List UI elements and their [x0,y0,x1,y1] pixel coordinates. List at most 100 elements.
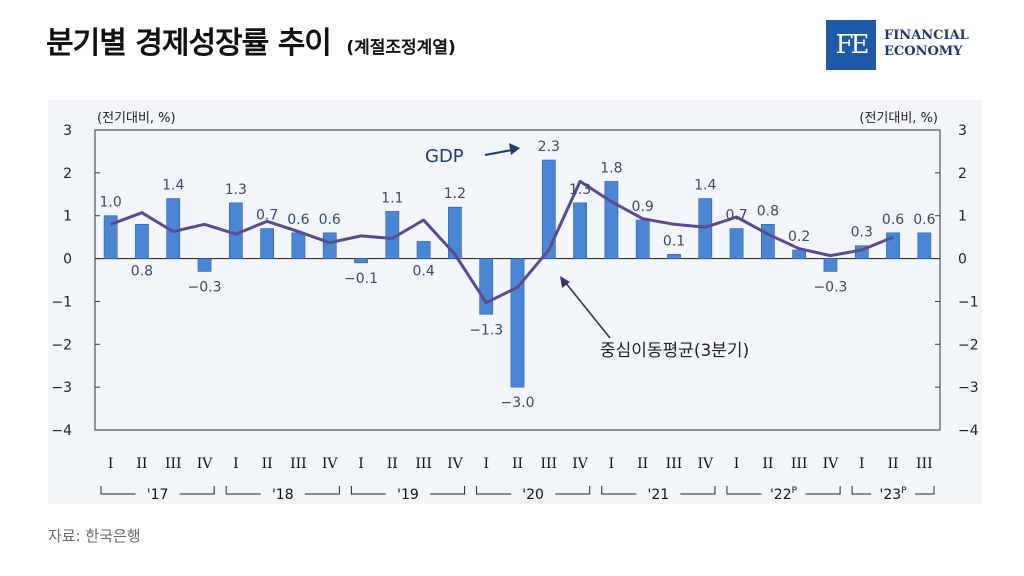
y-tick-label-left: 1 [63,209,72,225]
quarter-label: II [762,456,773,472]
logo-mark: FE [826,20,876,70]
gdp-bar [917,232,932,259]
gdp-data-label: 0.6 [913,212,935,228]
title-main: 분기별 경제성장률 추이 [46,26,332,61]
y-tick-label-left: 0 [63,252,72,268]
gdp-bar [573,202,587,259]
y-tick-label-right: 1 [958,209,967,225]
gdp-data-label: 0.6 [287,212,309,228]
year-label: '23P [880,486,908,503]
quarter-label: I [483,456,489,472]
year-label: '18 [272,487,294,503]
year-label-superscript: P [792,486,798,496]
gdp-data-label: 0.8 [757,203,779,219]
page-title: 분기별 경제성장률 추이 (계절조정계열) [46,18,456,62]
gdp-bar [103,215,118,259]
year-label: '17 [147,487,169,503]
logo-wordmark: FINANCIAL ECONOMY [884,28,969,60]
quarter-label: III [165,456,182,472]
gdp-data-label: 0.8 [131,264,153,280]
gdp-data-label: 1.8 [600,160,622,176]
gdp-bar [604,181,619,259]
gdp-annotation-label: GDP [425,146,464,167]
right-axis-unit: (전기대비, %) [859,111,938,126]
gdp-bar [792,249,807,259]
gdp-bar [541,159,556,259]
left-axis-unit: (전기대비, %) [97,111,176,126]
year-label: '22P [770,486,798,503]
year-bracket-left [476,486,512,495]
quarter-label: III [666,456,683,472]
quarter-label: II [512,456,523,472]
title-sub: (계절조정계열) [346,38,456,58]
gdp-data-label: 1.4 [162,178,184,194]
quarter-label: I [734,456,740,472]
year-label: '20 [522,487,544,503]
gdp-data-label: 1.3 [569,182,591,198]
gdp-data-label: 2.3 [538,139,560,155]
gdp-data-label: 1.1 [381,190,403,206]
year-label-superscript: P [901,486,907,496]
quarter-label: IV [197,456,214,472]
year-bracket-right [429,486,466,495]
gdp-data-label: 0.3 [851,225,873,241]
gdp-data-label: 1.0 [100,195,122,211]
quarter-label: I [233,456,239,472]
gdp-data-label: 0.6 [319,212,341,228]
gdp-data-label: 0.7 [256,208,278,224]
gdp-bar [448,206,462,259]
quarter-label: I [609,456,615,472]
year-bracket-right [805,486,841,495]
gdp-annotation-arrow-shaft [484,149,513,156]
quarter-label: II [888,456,899,472]
moving-average-annotation-arrowhead [560,276,570,288]
y-tick-label-left: 3 [63,123,72,139]
gdp-data-label: −0.3 [813,279,847,295]
logo-line-1: FINANCIAL [884,28,969,43]
gdp-data-label: −0.1 [344,271,378,287]
gdp-data-label: −0.3 [188,279,222,295]
year-bracket-left [851,486,872,495]
gdp-data-label: 1.2 [444,186,466,202]
gdp-bar [291,232,306,259]
labels-layer: 1.0 0.8 1.4 −0.3 1.3 0.7 0.6 0.6 −0.1 1.1 0.4 1.2 −1… [100,139,936,411]
gdp-bar [416,241,431,259]
y-tick-label-left: −3 [51,380,72,396]
quarter-label: III [791,456,808,472]
gdp-data-label: 1.4 [694,178,716,194]
y-tick-label-left: −2 [51,337,72,353]
quarter-label: II [262,456,273,472]
year-bracket-left [601,486,637,495]
y-tick-label-left: −1 [51,294,72,310]
gdp-bar [667,253,681,259]
axes-layer: 3 3 2 2 1 1 0 0 −1 −1 −2 −2 −3 −3 −4 −4 (전기대비, %) (전기대비, … [51,111,978,503]
gdp-data-label: 0.7 [725,208,747,224]
gdp-bar [886,232,900,259]
year-bracket-left [350,486,386,495]
year-bracket-left [726,486,762,495]
gdp-data-label: 0.6 [882,212,904,228]
plot-frame [94,129,941,431]
quarter-label: IV [823,456,840,472]
quarter-label: II [637,456,648,472]
y-tick-label-right: −4 [958,423,979,439]
brand-logo: FE FINANCIAL ECONOMY [826,20,986,72]
quarter-label: IV [447,456,464,472]
gdp-data-label: −3.0 [501,395,535,411]
moving-average-annotation-pointer [564,281,611,339]
y-tick-label-right: −1 [958,294,979,310]
gdp-bar [322,232,337,259]
y-tick-label-right: 2 [958,166,967,182]
quarter-label: II [387,456,398,472]
annotation-layer: GDP 중심이동평균(3분기) [425,143,749,361]
gdp-bar [510,258,525,388]
y-tick-label-right: 3 [958,123,967,139]
quarter-label: I [108,456,114,472]
gdp-data-label: 0.4 [412,264,434,280]
gdp-data-label: 1.3 [225,182,247,198]
quarter-label: I [859,456,865,472]
gdp-bar [260,228,275,259]
y-tick-label-right: −3 [958,380,979,396]
gdp-annotation-arrowhead [509,143,520,155]
